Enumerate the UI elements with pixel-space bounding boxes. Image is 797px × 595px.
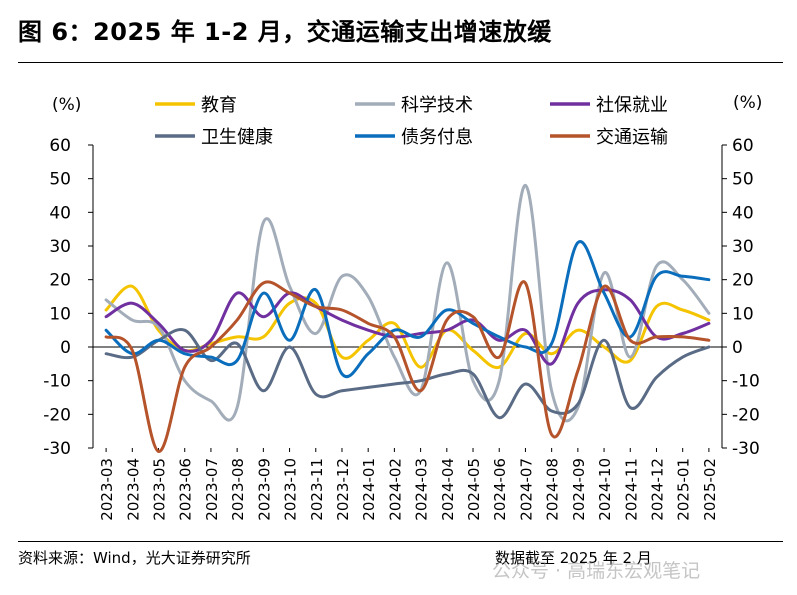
x-tick-label: 2024-09 [570, 458, 588, 521]
legend-label-6: 交通运输 [596, 127, 668, 148]
series-line-6 [104, 280, 711, 453]
series-layer [104, 183, 711, 453]
y-tick-label-right: 50 [732, 170, 754, 190]
x-tick-label: 2024-03 [413, 458, 431, 521]
y-tick-label-left: -20 [43, 405, 71, 425]
y-tick-label-right: -20 [732, 405, 760, 425]
legend-label-4: 卫生健康 [201, 127, 273, 148]
date-note: 数据截至 2025 年 2 月 [495, 549, 652, 567]
y-tick-label-right: 60 [732, 136, 754, 156]
x-tick-label: 2023-09 [255, 458, 273, 521]
x-tick-label: 2024-06 [491, 458, 509, 521]
legend-label-3: 社保就业 [596, 95, 668, 116]
title-rule [18, 62, 783, 63]
x-tick-label: 2024-11 [622, 458, 640, 521]
x-tick-label: 2024-01 [360, 458, 378, 521]
line-chart: -30 -30 -20 -20 -10 -10 0 0 10 10 20 20 30 30 40 40 50 50… [43, 93, 762, 521]
watermark: 公众号 · 高瑞东宏观笔记 [492, 560, 701, 582]
legend-label-1: 教育 [201, 95, 237, 116]
y-tick-label-left: 0 [60, 338, 71, 358]
x-tick-label: 2023-12 [334, 458, 352, 521]
x-tick-label: 2023-05 [151, 458, 169, 521]
legend-label-2: 科学技术 [401, 95, 473, 116]
x-tick-label: 2025-01 [675, 458, 693, 521]
x-tick-label: 2023-11 [308, 458, 326, 521]
x-tick-label: 2024-12 [648, 458, 666, 521]
y-unit-left: (%) [52, 95, 81, 115]
source-note: 资料来源：Wind，光大证券研究所 [18, 549, 251, 567]
x-tick-label: 2023-06 [177, 458, 195, 521]
footer-rule [18, 541, 783, 542]
y-tick-label-left: 20 [49, 271, 71, 291]
x-tick-label: 2023-07 [203, 458, 221, 521]
series-line-4 [104, 327, 711, 420]
y-tick-label-right: -10 [732, 372, 760, 392]
series-line-5 [104, 240, 711, 378]
x-tick-label: 2024-10 [596, 458, 614, 521]
axes-layer: -30 -30 -20 -20 -10 -10 0 0 10 10 20 20 30 30 40 40 50 50… [43, 93, 762, 521]
y-tick-label-left: -10 [43, 372, 71, 392]
series-line-2 [104, 183, 711, 423]
y-tick-label-left: 10 [49, 304, 71, 324]
y-tick-label-left: 40 [49, 203, 71, 223]
legend-label-5: 债务付息 [401, 127, 473, 148]
x-tick-label: 2023-04 [124, 458, 142, 521]
x-tick-label: 2024-07 [517, 458, 535, 521]
x-tick-label: 2023-03 [98, 458, 116, 521]
y-tick-label-left: 30 [49, 237, 71, 257]
y-tick-label-left: 60 [49, 136, 71, 156]
y-tick-label-right: -30 [732, 439, 760, 459]
y-tick-label-right: 20 [732, 271, 754, 291]
y-tick-label-right: 0 [732, 338, 743, 358]
x-tick-label: 2023-10 [282, 458, 300, 521]
x-tick-label: 2025-02 [701, 458, 719, 521]
y-tick-label-right: 40 [732, 203, 754, 223]
y-tick-label-left: -30 [43, 439, 71, 459]
y-tick-label-right: 30 [732, 237, 754, 257]
y-tick-label-right: 10 [732, 304, 754, 324]
x-tick-label: 2023-08 [229, 458, 247, 521]
x-tick-label: 2024-02 [386, 458, 404, 521]
figure-title: 图 6：2025 年 1-2 月，交通运输支出增速放缓 [18, 18, 552, 46]
x-tick-label: 2024-05 [465, 458, 483, 521]
x-tick-label: 2024-08 [544, 458, 562, 521]
y-unit-right: (%) [733, 93, 762, 113]
x-tick-label: 2024-04 [439, 458, 457, 521]
y-tick-label-left: 50 [49, 170, 71, 190]
